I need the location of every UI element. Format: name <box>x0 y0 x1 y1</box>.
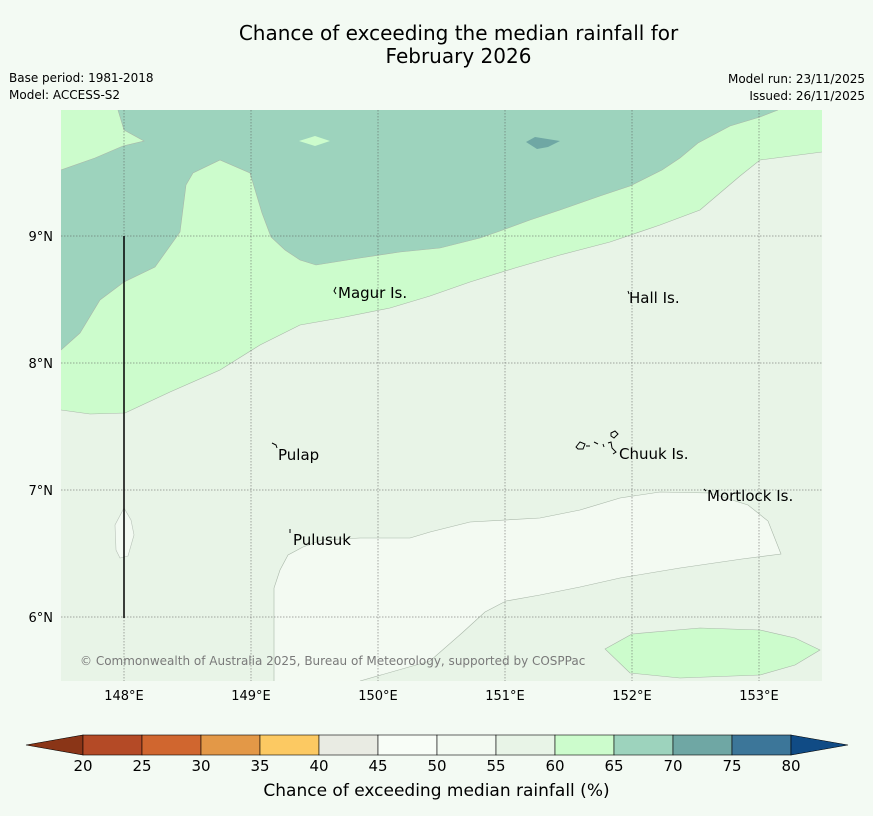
region-60-65-south <box>605 628 820 678</box>
cb-tick-30: 30 <box>191 757 210 775</box>
colorbar-seg-55-60 <box>495 734 556 756</box>
colorbar-seg-60-65 <box>554 734 615 756</box>
lon-tick-149e: 149°E <box>231 689 271 704</box>
lat-tick-8n: 8°N <box>29 357 54 372</box>
cb-tick-80: 80 <box>781 757 800 775</box>
cb-tick-55: 55 <box>486 757 505 775</box>
region-60-65-lens <box>299 136 330 146</box>
colorbar-seg-50-55 <box>436 734 497 756</box>
label-mortlock: Mortlock Is. <box>707 487 793 505</box>
colorbar-under-arrow <box>25 734 84 756</box>
place-labels: Magur Is. Hall Is. Pulap Chuuk Is. Mortl… <box>278 284 793 549</box>
cb-tick-20: 20 <box>73 757 92 775</box>
cb-tick-75: 75 <box>722 757 741 775</box>
title-line-2: February 2026 <box>385 44 532 68</box>
cb-tick-60: 60 <box>545 757 564 775</box>
cb-tick-45: 45 <box>368 757 387 775</box>
label-pulusuk: Pulusuk <box>293 531 351 549</box>
lon-tick-152e: 152°E <box>612 689 652 704</box>
copyright-text: © Commonwealth of Australia 2025, Bureau… <box>80 654 585 668</box>
region-65-70-north <box>61 110 778 350</box>
meta-right: Model run: 23/11/2025 Issued: 26/11/2025 <box>728 71 865 105</box>
label-chuuk: Chuuk Is. <box>619 445 688 463</box>
lon-tick-150e: 150°E <box>358 689 398 704</box>
model-run-text: Model run: 23/11/2025 <box>727 72 865 86</box>
label-magur: Magur Is. <box>338 284 407 302</box>
colorbar-seg-25-30 <box>141 734 202 756</box>
colorbar-seg-45-50 <box>377 734 438 756</box>
base-period-text: Base period: 1981-2018 <box>9 71 154 85</box>
lat-tick-labels: 9°N 8°N 7°N 6°N <box>29 230 54 626</box>
lon-tick-153e: 153°E <box>739 689 779 704</box>
cb-tick-65: 65 <box>604 757 623 775</box>
chuuk-island-shape <box>575 430 619 455</box>
islands <box>271 286 707 533</box>
title-line-1: Chance of exceeding the median rainfall … <box>238 21 679 45</box>
colorbar-seg-20-25 <box>82 734 143 756</box>
map-plot: Magur Is. Hall Is. Pulap Chuuk Is. Mortl… <box>61 110 822 681</box>
cb-tick-40: 40 <box>309 757 328 775</box>
lon-tick-148e: 148°E <box>104 689 144 704</box>
issued-text: Issued: 26/11/2025 <box>749 89 865 103</box>
colorbar-title: Chance of exceeding median rainfall (%) <box>263 781 610 801</box>
cb-tick-70: 70 <box>663 757 682 775</box>
chart-title: Chance of exceeding the median rainfall … <box>0 22 873 68</box>
lon-tick-labels: 148°E 149°E 150°E 151°E 152°E 153°E <box>104 689 779 704</box>
cb-tick-35: 35 <box>250 757 269 775</box>
colorbar-over-arrow <box>790 734 849 756</box>
colorbar-seg-40-45 <box>318 734 379 756</box>
lat-tick-6n: 6°N <box>29 611 54 626</box>
colorbar <box>25 734 849 756</box>
label-hall: Hall Is. <box>629 289 680 307</box>
colorbar-seg-65-70 <box>613 734 674 756</box>
region-50-55-south <box>274 492 781 681</box>
label-pulap: Pulap <box>278 446 319 464</box>
colorbar-seg-35-40 <box>259 734 320 756</box>
lon-tick-151e: 151°E <box>485 689 525 704</box>
lat-tick-7n: 7°N <box>29 484 54 499</box>
mortlock-island-shape <box>703 488 707 492</box>
magur-island-shape <box>333 286 337 295</box>
colorbar-tick-labels: 20 25 30 35 40 45 50 55 60 65 70 75 80 <box>73 757 800 775</box>
hall-island-shape <box>627 290 630 295</box>
meta-left: Base period: 1981-2018 Model: ACCESS-S2 <box>9 70 154 104</box>
pulap-island-shape <box>271 442 278 449</box>
lat-tick-9n: 9°N <box>29 230 54 245</box>
region-70-75-patch <box>526 137 560 149</box>
model-text: Model: ACCESS-S2 <box>9 88 121 102</box>
colorbar-seg-70-75 <box>672 734 733 756</box>
cb-tick-25: 25 <box>132 757 151 775</box>
colorbar-seg-75-80 <box>731 734 792 756</box>
contour-lines <box>61 110 822 681</box>
colorbar-seg-30-35 <box>200 734 261 756</box>
cb-tick-50: 50 <box>427 757 446 775</box>
